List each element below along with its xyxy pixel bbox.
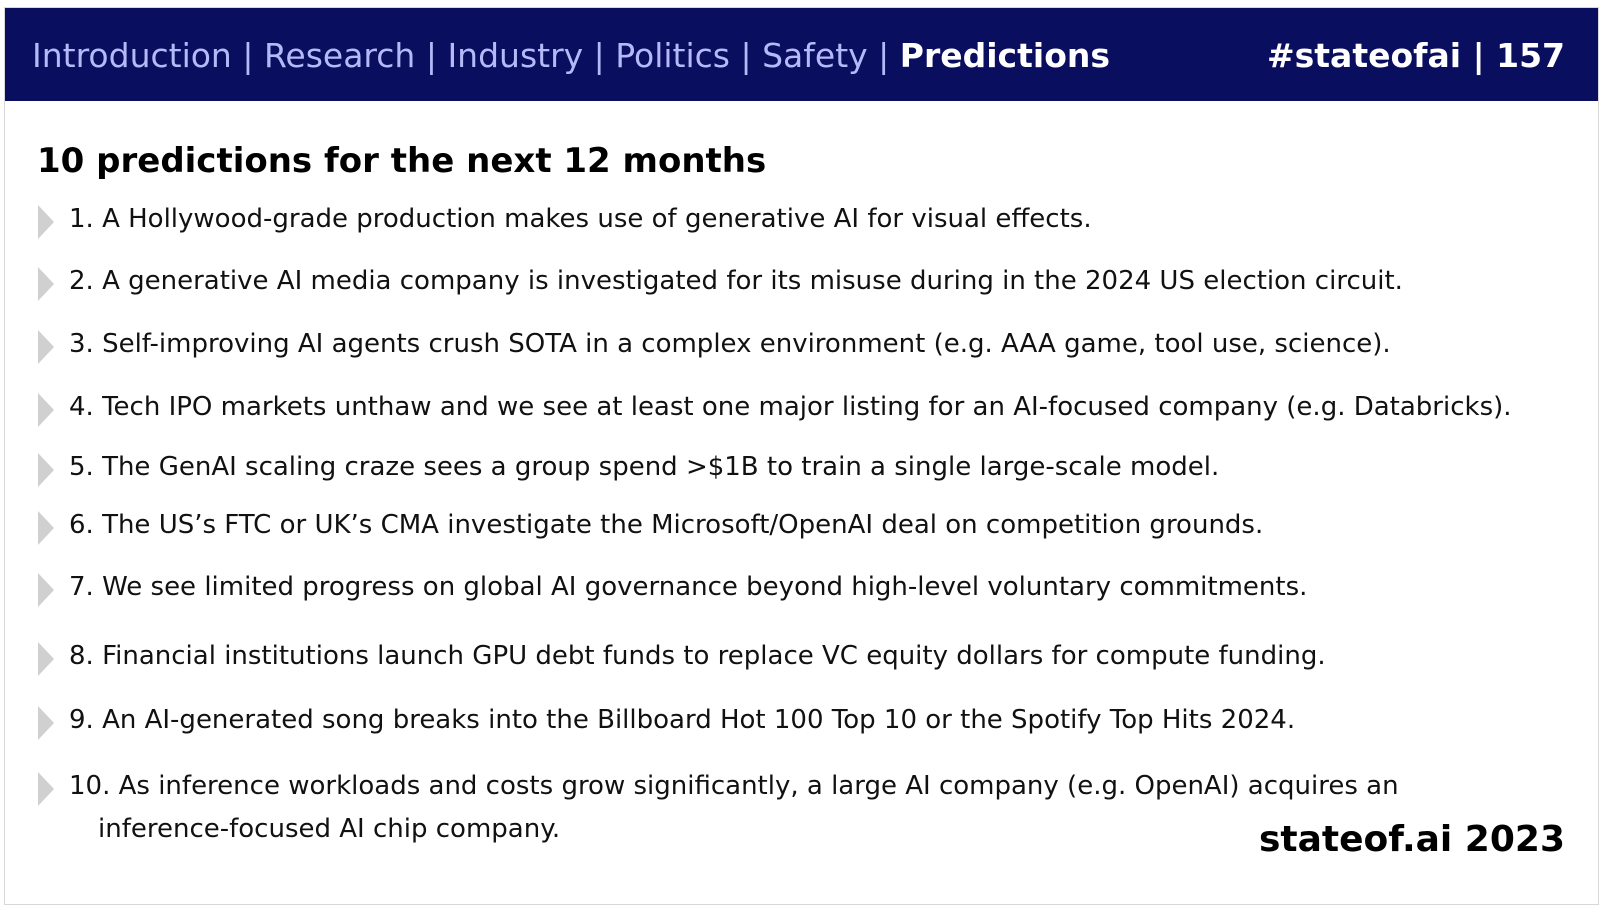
nav-separator: |	[730, 36, 763, 75]
prediction-text: 5. The GenAI scaling craze sees a group …	[69, 452, 1220, 482]
nav-research[interactable]: Research	[263, 36, 416, 75]
prediction-text: 3. Self-improving AI agents crush SOTA i…	[69, 329, 1391, 359]
nav-industry[interactable]: Industry	[447, 36, 584, 75]
header-bar: Introduction | Research | Industry | Pol…	[5, 8, 1598, 101]
nav-separator: |	[231, 36, 264, 75]
nav-introduction[interactable]: Introduction	[32, 36, 232, 75]
triangle-right-icon	[38, 511, 54, 545]
triangle-right-icon	[38, 453, 54, 487]
predictions-list: 1. A Hollywood-grade production makes us…	[5, 8, 1598, 904]
nav-separator: |	[583, 36, 616, 75]
triangle-right-icon	[38, 706, 54, 740]
hashtag-page-number: #stateofai | 157	[1266, 36, 1565, 75]
page-title: 10 predictions for the next 12 months	[37, 141, 767, 181]
triangle-right-icon	[38, 573, 54, 607]
triangle-right-icon	[38, 330, 54, 364]
triangle-right-icon	[38, 205, 54, 239]
nav-politics[interactable]: Politics	[615, 36, 730, 75]
section-nav: Introduction | Research | Industry | Pol…	[32, 36, 1110, 76]
prediction-text: 7. We see limited progress on global AI …	[69, 572, 1308, 602]
prediction-text: 2. A generative AI media company is inve…	[69, 266, 1403, 296]
nav-separator: |	[867, 36, 900, 75]
triangle-right-icon	[38, 772, 54, 806]
prediction-text: 4. Tech IPO markets unthaw and we see at…	[69, 392, 1512, 422]
triangle-right-icon	[38, 393, 54, 427]
nav-safety[interactable]: Safety	[762, 36, 868, 75]
nav-separator: |	[415, 36, 448, 75]
prediction-text: 1. A Hollywood-grade production makes us…	[69, 204, 1092, 234]
prediction-text: 9. An AI-generated song breaks into the …	[69, 705, 1296, 735]
slide: Introduction | Research | Industry | Pol…	[4, 7, 1599, 905]
prediction-text: 6. The US’s FTC or UK’s CMA investigate …	[69, 510, 1264, 540]
triangle-right-icon	[38, 267, 54, 301]
triangle-right-icon	[38, 642, 54, 676]
prediction-text: 8. Financial institutions launch GPU deb…	[69, 641, 1326, 671]
prediction-text: 10. As inference workloads and costs gro…	[69, 771, 1399, 844]
brand-footer: stateof.ai 2023	[1258, 819, 1565, 860]
nav-predictions[interactable]: Predictions	[899, 36, 1111, 75]
